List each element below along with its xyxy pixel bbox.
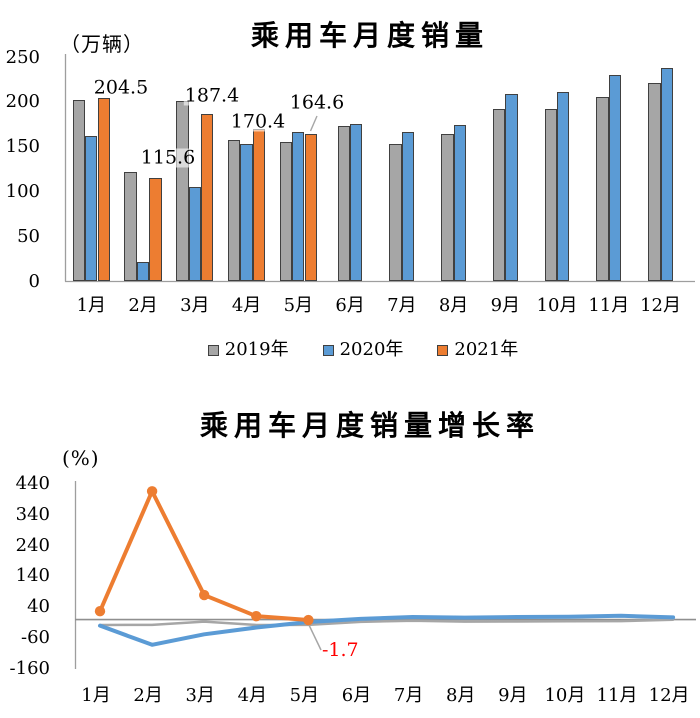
line-chart-month-label: 8月 xyxy=(445,685,476,706)
bar-2019年-7月 xyxy=(389,144,402,282)
label-leader-line xyxy=(309,115,318,132)
bar-2021年-5月 xyxy=(304,134,317,282)
legend-item-2020年: 2020年 xyxy=(322,339,404,360)
bar-chart-month-label: 6月 xyxy=(335,295,365,316)
growth-line-2019年 xyxy=(98,618,675,627)
growth-line-2020年 xyxy=(98,613,676,647)
annotation-leader-line xyxy=(308,624,322,651)
bar-chart-month-label: 7月 xyxy=(387,295,417,316)
line-chart-month-label: 4月 xyxy=(237,685,268,706)
line-chart-y-tick: 40 xyxy=(27,596,50,618)
bar-chart-month-label: 4月 xyxy=(231,295,262,316)
line-chart-month-label: 9月 xyxy=(498,685,528,706)
legend-label: 2019年 xyxy=(224,339,289,360)
bar-chart-month-label: 12月 xyxy=(640,295,681,316)
line-chart-month-label: 12月 xyxy=(648,685,690,706)
bar-chart-title: 乘用车月度销量 xyxy=(250,19,489,52)
line-chart-y-tick: -60 xyxy=(21,627,50,648)
bar-chart-month-label: 1月 xyxy=(76,295,107,316)
line-chart-y-tick: 440 xyxy=(15,472,50,494)
bar-2019年-3月 xyxy=(176,100,189,282)
legend-swatch-icon xyxy=(322,344,334,356)
bar-2020年-3月 xyxy=(188,187,201,282)
bar-chart-unit-label: （万辆） xyxy=(60,32,144,56)
bar-chart-month-label: 9月 xyxy=(490,295,521,316)
bar-2020年-10月 xyxy=(557,92,570,282)
bar-2020年-5月 xyxy=(292,131,305,282)
legend-item-2021年: 2021年 xyxy=(437,341,518,359)
bar-chart-y-tick: 50 xyxy=(17,225,40,247)
bar-2021年-4月 xyxy=(252,128,266,282)
line-chart-title: 乘用车月度销量增长率 xyxy=(199,409,540,442)
bar-2020年-11月 xyxy=(608,75,622,282)
line-chart-unit-label: (%) xyxy=(62,446,100,470)
line-chart-month-label: 3月 xyxy=(185,685,215,706)
bar-chart-y-tick: 200 xyxy=(5,91,40,113)
line-chart-month-label: 1月 xyxy=(81,685,111,706)
bar-2020年-2月 xyxy=(136,261,150,282)
bar-chart-month-label: 8月 xyxy=(438,295,469,316)
bar-chart-y-tick: 250 xyxy=(5,46,40,68)
bar-2019年-1月 xyxy=(72,99,86,282)
bar-2020年-4月 xyxy=(240,143,253,282)
line-marker-2021年 xyxy=(303,614,314,626)
line-chart-month-label: 7月 xyxy=(393,685,424,706)
bar-chart-y-tick: 150 xyxy=(5,136,40,158)
line-chart-month-label: 11月 xyxy=(596,685,638,706)
bar-chart-y-tick: 0 xyxy=(28,270,40,292)
bar-2020年-6月 xyxy=(350,123,363,282)
bar-2020年-12月 xyxy=(660,68,673,282)
bar-2019年-9月 xyxy=(492,108,506,282)
bar-2019年-2月 xyxy=(124,172,137,282)
bar-2019年-10月 xyxy=(544,108,558,282)
legend-label: 2020年 xyxy=(339,339,404,360)
bar-2019年-8月 xyxy=(441,133,454,282)
line-chart-y-tick: 140 xyxy=(15,565,50,587)
legend: 2019年 2020年 2021年 xyxy=(0,341,700,359)
bar-value-label: 204.5 xyxy=(92,76,150,99)
legend-label: 2021年 xyxy=(454,339,519,360)
bar-chart-month-label: 5月 xyxy=(283,295,314,316)
bar-2020年-1月 xyxy=(85,136,98,282)
bar-chart-month-label: 2月 xyxy=(128,295,158,316)
line-marker-2021年 xyxy=(199,589,210,601)
line-chart-y-tick: 340 xyxy=(15,503,50,525)
line-marker-2021年 xyxy=(146,486,158,497)
line-chart-month-label: 2月 xyxy=(133,685,163,706)
legend-swatch-icon xyxy=(207,344,219,356)
bar-chart-y-tick: 100 xyxy=(5,180,40,202)
line-marker-2021年 xyxy=(251,610,262,622)
line-chart-y-tick: -160 xyxy=(9,657,50,679)
bar-value-label: 187.4 xyxy=(183,84,241,107)
bar-chart-month-label: 11月 xyxy=(588,295,630,316)
bar-2020年-9月 xyxy=(505,94,518,282)
bar-2021年-1月 xyxy=(97,98,110,282)
bar-2019年-5月 xyxy=(279,141,293,282)
bar-chart-month-label: 10月 xyxy=(536,295,578,316)
line-marker-2021年 xyxy=(94,606,106,617)
bar-chart-month-label: 3月 xyxy=(180,295,210,316)
bar-2019年-12月 xyxy=(648,82,661,282)
growth-annotation: -1.7 xyxy=(322,639,359,661)
bar-2020年-8月 xyxy=(453,124,466,282)
bar-2021年-2月 xyxy=(149,177,162,282)
bar-value-label: 115.6 xyxy=(139,146,197,169)
legend-swatch-icon xyxy=(437,344,449,356)
bar-2019年-4月 xyxy=(227,139,241,282)
bar-2020年-7月 xyxy=(401,131,415,282)
bar-2019年-6月 xyxy=(337,126,351,282)
bar-value-label: 164.6 xyxy=(288,91,346,114)
bar-2021年-3月 xyxy=(201,113,214,282)
line-chart-month-label: 10月 xyxy=(544,685,586,706)
line-chart-month-label: 6月 xyxy=(341,685,372,706)
line-chart-month-label: 5月 xyxy=(289,685,320,706)
bar-value-label: 170.4 xyxy=(229,110,287,133)
bar-2019年-11月 xyxy=(596,96,609,282)
line-chart-y-tick: 240 xyxy=(15,534,50,556)
legend-item-2019年: 2019年 xyxy=(207,339,289,360)
